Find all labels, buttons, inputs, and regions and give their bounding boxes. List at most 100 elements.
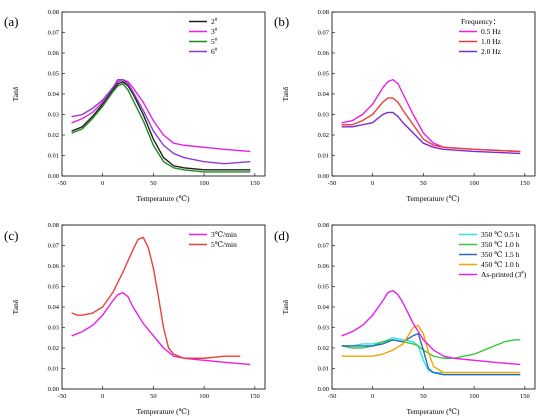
- legend-entry: As-printed (3#): [481, 270, 527, 279]
- legend-entry: 350 ℃ 1.5 h: [481, 250, 520, 259]
- chart-panel-a: (a) 0.00 0.01 0.02 0.03 0.04 0.05 0.06 0.07 0.08 -…: [4, 9, 266, 203]
- series-line-5: [341, 289, 521, 366]
- y-tick-label: 0.06: [48, 263, 60, 270]
- y-axis-label: Tanδ: [11, 86, 20, 101]
- panel-label: (a): [4, 14, 18, 29]
- legend-entry: 350 ℃ 0.5 h: [481, 230, 520, 239]
- x-tick-label: 150: [250, 180, 260, 187]
- y-tick-label: 0.04: [318, 91, 330, 98]
- legend-title: Frequency：: [461, 17, 500, 26]
- panel-label: (d): [274, 228, 289, 243]
- y-tick-label: 0.06: [48, 50, 60, 57]
- legend-entry: 2.0 Hz: [481, 47, 502, 56]
- panel-label: (b): [274, 14, 289, 29]
- series-line-1: [341, 78, 521, 153]
- y-tick-label: 0.04: [48, 91, 60, 98]
- y-tick-label: 0.07: [318, 243, 330, 250]
- x-tick-label: -50: [58, 393, 67, 400]
- x-tick-label: 50: [420, 180, 427, 187]
- x-tick-label: 100: [199, 393, 209, 400]
- y-tick-label: 0.05: [318, 284, 329, 291]
- y-tick-label: 0.08: [48, 222, 59, 229]
- x-tick-label: 50: [150, 393, 157, 400]
- y-tick-label: 0.01: [48, 366, 59, 373]
- series-line-1: [71, 81, 251, 171]
- y-tick-label: 0.01: [318, 153, 329, 160]
- y-tick-label: 0.07: [48, 30, 60, 37]
- legend-entry: 5#: [211, 37, 218, 46]
- series-line-4: [71, 78, 251, 165]
- y-tick-label: 0.00: [48, 386, 59, 393]
- y-tick-label: 0.03: [318, 112, 329, 119]
- series-line-2: [341, 339, 521, 359]
- x-tick-label: 0: [101, 180, 104, 187]
- y-tick-label: 0.08: [318, 9, 329, 16]
- y-tick-label: 0.02: [48, 345, 59, 352]
- plot-frame: [61, 11, 266, 177]
- legend-entry: 350 ℃ 1.0 h: [481, 240, 520, 249]
- series-line-1: [71, 291, 251, 366]
- y-tick-label: 0.01: [318, 366, 329, 373]
- series-line-3: [341, 111, 521, 155]
- series-line-2: [341, 97, 521, 153]
- x-axis-label: Temperature (℃): [136, 407, 190, 416]
- x-tick-label: 150: [520, 393, 530, 400]
- y-tick-label: 0.02: [318, 345, 329, 352]
- y-tick-label: 0.00: [318, 386, 329, 393]
- x-tick-label: -50: [328, 180, 337, 187]
- y-tick-label: 0.06: [318, 50, 330, 57]
- y-tick-label: 0.05: [48, 284, 59, 291]
- y-tick-label: 0.05: [48, 71, 59, 78]
- series-line-3: [71, 83, 251, 173]
- x-tick-label: 100: [469, 180, 479, 187]
- legend-entry: 2#: [211, 17, 218, 26]
- chart-panel-b: (b) 0.00 0.01 0.02 0.03 0.04 0.05 0.06 0.07 0.08 -…: [274, 9, 536, 203]
- y-tick-label: 0.03: [318, 325, 329, 332]
- x-tick-label: 150: [520, 180, 530, 187]
- series-line-3: [341, 332, 521, 376]
- y-tick-label: 0.06: [318, 263, 330, 270]
- legend-entry: 450 ℃ 1.0 h: [481, 260, 520, 269]
- x-tick-label: 100: [469, 393, 479, 400]
- x-axis-label: Temperature (℃): [136, 194, 190, 203]
- y-tick-label: 0.08: [48, 9, 59, 16]
- series-line-2: [71, 236, 241, 359]
- y-tick-label: 0.07: [48, 243, 60, 250]
- chart-panel-d: (d) 0.00 0.01 0.02 0.03 0.04 0.05 0.06 0.07 0.08 -…: [274, 222, 536, 416]
- y-tick-label: 0.00: [318, 173, 329, 180]
- y-tick-label: 0.00: [48, 173, 59, 180]
- legend-entry: 3#: [211, 27, 218, 36]
- x-tick-label: 0: [371, 180, 374, 187]
- x-tick-label: 50: [420, 393, 427, 400]
- x-tick-label: -50: [58, 180, 67, 187]
- y-tick-label: 0.02: [48, 132, 59, 139]
- x-tick-label: 100: [199, 180, 209, 187]
- x-tick-label: -50: [328, 393, 337, 400]
- legend-entry: 1.0 Hz: [481, 37, 502, 46]
- legend-entry: 0.5 Hz: [481, 27, 502, 36]
- chart-panel-c: (c) 0.00 0.01 0.02 0.03 0.04 0.05 0.06 0.07 0.08 -…: [4, 222, 266, 416]
- y-tick-label: 0.08: [318, 222, 329, 229]
- x-axis-label: Temperature (℃): [406, 407, 460, 416]
- plot-frame: [61, 224, 266, 390]
- y-axis-label: Tanδ: [281, 299, 290, 314]
- x-tick-label: 150: [250, 393, 260, 400]
- series-line-2: [71, 78, 251, 153]
- y-axis-label: Tanδ: [11, 299, 20, 314]
- x-tick-label: 0: [371, 393, 374, 400]
- y-tick-label: 0.07: [318, 30, 330, 37]
- y-tick-label: 0.02: [318, 132, 329, 139]
- legend-entry: 6#: [211, 47, 218, 56]
- y-tick-label: 0.04: [318, 304, 330, 311]
- x-axis-label: Temperature (℃): [406, 194, 460, 203]
- legend-entry: 3℃/min: [211, 230, 237, 239]
- series-line-4: [341, 324, 521, 374]
- x-tick-label: 50: [150, 180, 157, 187]
- panel-label: (c): [4, 228, 18, 243]
- y-tick-label: 0.01: [48, 153, 59, 160]
- x-tick-label: 0: [101, 393, 104, 400]
- y-axis-label: Tanδ: [281, 86, 290, 101]
- y-tick-label: 0.04: [48, 304, 60, 311]
- y-tick-label: 0.03: [48, 112, 59, 119]
- y-tick-label: 0.03: [48, 325, 59, 332]
